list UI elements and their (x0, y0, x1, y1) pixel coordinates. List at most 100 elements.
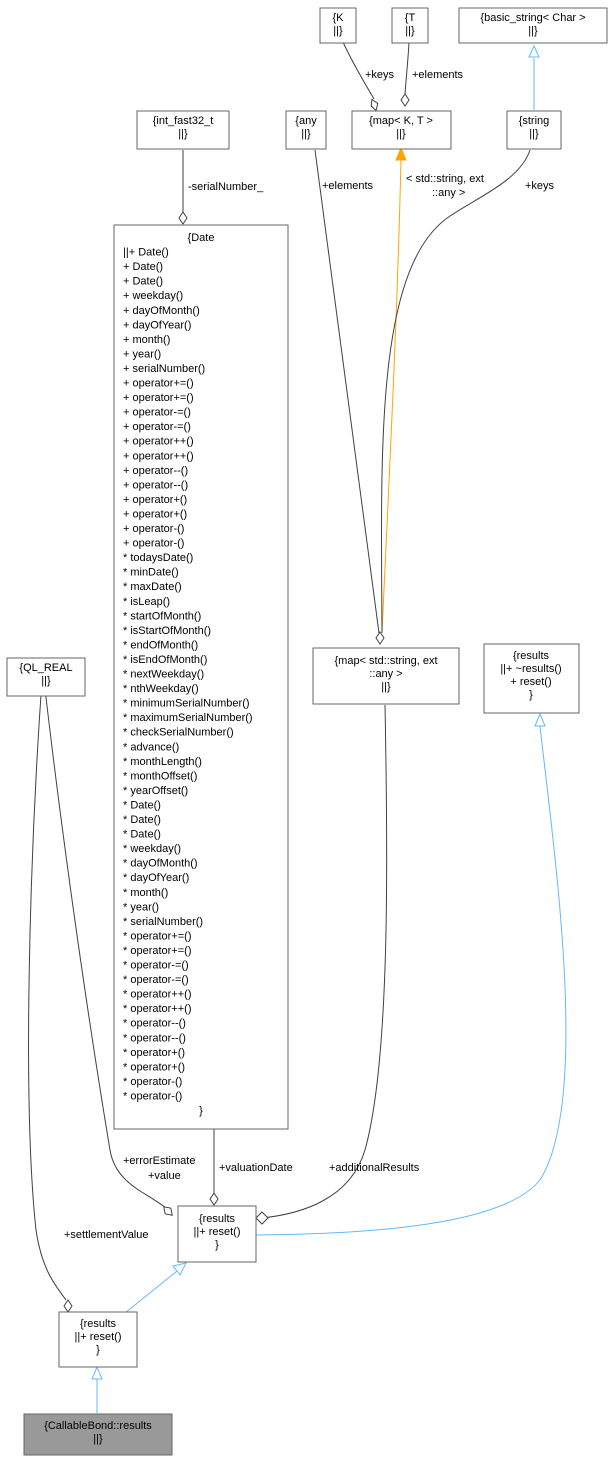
date-member: * operator-=() (123, 960, 189, 972)
date-member: * endOfMonth() (123, 639, 198, 651)
date-member: * month() (123, 887, 168, 899)
edge-label-value: +value (148, 1170, 181, 1182)
edge-label-error-estimate: +errorEstimate (123, 1155, 195, 1167)
aggregation-diamond (375, 631, 385, 645)
svg-text:{K||}: {K ||} (332, 12, 344, 37)
date-member: * dayOfMonth() (123, 858, 198, 870)
class-node-results-bond[interactable]: {results ||+ reset()} (58, 1311, 138, 1368)
date-member: + operator--() (123, 479, 188, 491)
date-member: * Date() (123, 800, 161, 812)
date-member: * operator++() (123, 1003, 191, 1015)
date-member: * monthLength() (123, 756, 202, 768)
aggregation-diamond (178, 211, 188, 225)
date-member: + operator-=() (123, 407, 191, 419)
date-member: * dayOfYear() (123, 872, 189, 884)
class-node-basic-string[interactable]: {basic_string< Char > ||} (458, 7, 608, 44)
date-member: * yearOffset() (123, 785, 188, 797)
date-member: * operator-() (123, 1076, 182, 1088)
date-member: + operator--() (123, 465, 188, 477)
class-node-date[interactable]: {Date ||+ Date() + Date() + Date() + weekday… (113, 224, 289, 1130)
class-node-results-mid[interactable]: {results ||+ reset()} (177, 1205, 257, 1263)
aggregation-diamond (63, 1299, 73, 1313)
svg-text:{basic_string< Char >||}: {basic_string< Char > ||} (480, 12, 585, 37)
svg-text:{int_fast32_t||}: {int_fast32_t ||} (153, 115, 214, 140)
date-member: * todaysDate() (123, 552, 193, 564)
svg-text:{map< std::string, ext::any >|: {map< std::string, ext::any > ||} (334, 655, 437, 693)
edge-additional-results (261, 704, 388, 1219)
date-member: + dayOfMonth() (123, 305, 200, 317)
date-member: * nthWeekday() (123, 683, 199, 695)
svg-text:{any||}: {any ||} (295, 115, 317, 140)
date-member: * serialNumber() (123, 916, 203, 928)
svg-text:{string||}: {string ||} (519, 115, 550, 140)
date-member: * operator--() (123, 1018, 186, 1030)
class-node-callable-bond-results[interactable]: {CallableBond::results ||} (23, 1413, 173, 1456)
class-node-K[interactable]: {K ||} (319, 7, 357, 44)
class-node-map-k-t[interactable]: {map< K, T > ||} (351, 110, 452, 150)
date-member: * operator++() (123, 989, 191, 1001)
date-member: + Date() (123, 276, 163, 288)
date-member: + operator+() (123, 494, 187, 506)
date-member: + operator++() (123, 450, 194, 462)
edge-settlement-value (28, 679, 67, 1301)
date-member: } (199, 1105, 203, 1117)
date-member: * minimumSerialNumber() (123, 698, 250, 710)
date-member: + weekday() (123, 290, 183, 302)
date-member: + operator+=() (123, 378, 194, 390)
aggregation-diamond (163, 1206, 173, 1216)
edge-label-settlement-value: +settlementValue (64, 1229, 149, 1241)
edge-elements-t (404, 41, 410, 96)
date-member: * weekday() (123, 843, 181, 855)
edge-results-base-inherits (254, 725, 567, 1236)
edge-label-elements: +elements (322, 180, 374, 192)
aggregation-diamond (370, 98, 379, 112)
date-member: * startOfMonth() (123, 610, 201, 622)
edge-label-serial-number: -serialNumber_ (188, 181, 264, 193)
date-member: * maximumSerialNumber() (123, 712, 253, 724)
edge-keys-k (342, 41, 375, 100)
svg-text:{results||+ reset()}: {results ||+ reset()} (75, 1318, 122, 1356)
date-member: * maxDate() (123, 581, 182, 593)
svg-text:{T||}: {T ||} (405, 12, 416, 37)
class-node-ql-real[interactable]: {QL_REAL ||} (6, 657, 86, 697)
edge-label-additional-results: +additionalResults (329, 1162, 420, 1174)
template-arrow (395, 146, 407, 161)
edge-elements-any (314, 149, 380, 634)
class-node-map-string-any[interactable]: {map< std::string, ext::any > ||} (312, 647, 460, 705)
date-member: * Date() (123, 829, 161, 841)
date-member: + operator++() (123, 436, 194, 448)
class-node-any[interactable]: {any ||} (285, 110, 327, 150)
inheritance-arrow (534, 712, 546, 727)
date-member: + operator+() (123, 509, 187, 521)
date-member: + operator-=() (123, 421, 191, 433)
date-member: * operator+() (123, 1061, 185, 1073)
edge-label-keys: +keys (365, 69, 395, 81)
date-member: * operator+=() (123, 945, 191, 957)
edge-label-valuation-date: +valuationDate (219, 1162, 293, 1174)
edge-error-estimate (43, 679, 169, 1211)
svg-text:{map< K, T >||}: {map< K, T > ||} (369, 115, 433, 140)
date-member: * advance() (123, 741, 179, 753)
class-node-results-base[interactable]: {results ||+ ~results() + reset()} (483, 643, 580, 714)
date-members: {Date ||+ Date() + Date() + Date() + weekday… (123, 232, 253, 1117)
class-node-T[interactable]: {T ||} (391, 7, 429, 44)
date-member: * isLeap() (123, 596, 170, 608)
svg-text:{CallableBond::results||}: {CallableBond::results ||} (44, 1420, 152, 1445)
edge-label-template-arg: ::any > (432, 187, 465, 199)
edge-label-elements: +elements (412, 69, 464, 81)
date-member: ||+ Date() (123, 247, 169, 259)
date-member: * operator-() (123, 1091, 182, 1103)
date-member: + operator-() (123, 538, 184, 550)
edge-label-template-arg: < std::string, ext (406, 173, 484, 185)
date-member: + month() (123, 334, 170, 346)
date-member: * isStartOfMonth() (123, 625, 211, 637)
class-node-string[interactable]: {string ||} (506, 110, 562, 150)
date-member: + year() (123, 348, 161, 360)
edge-template-instance (381, 159, 402, 634)
date-member: + operator+=() (123, 392, 194, 404)
date-member: * monthOffset() (123, 770, 197, 782)
date-member: * minDate() (123, 567, 179, 579)
class-node-int-fast32[interactable]: {int_fast32_t ||} (136, 110, 230, 150)
date-member: * operator--() (123, 1032, 186, 1044)
